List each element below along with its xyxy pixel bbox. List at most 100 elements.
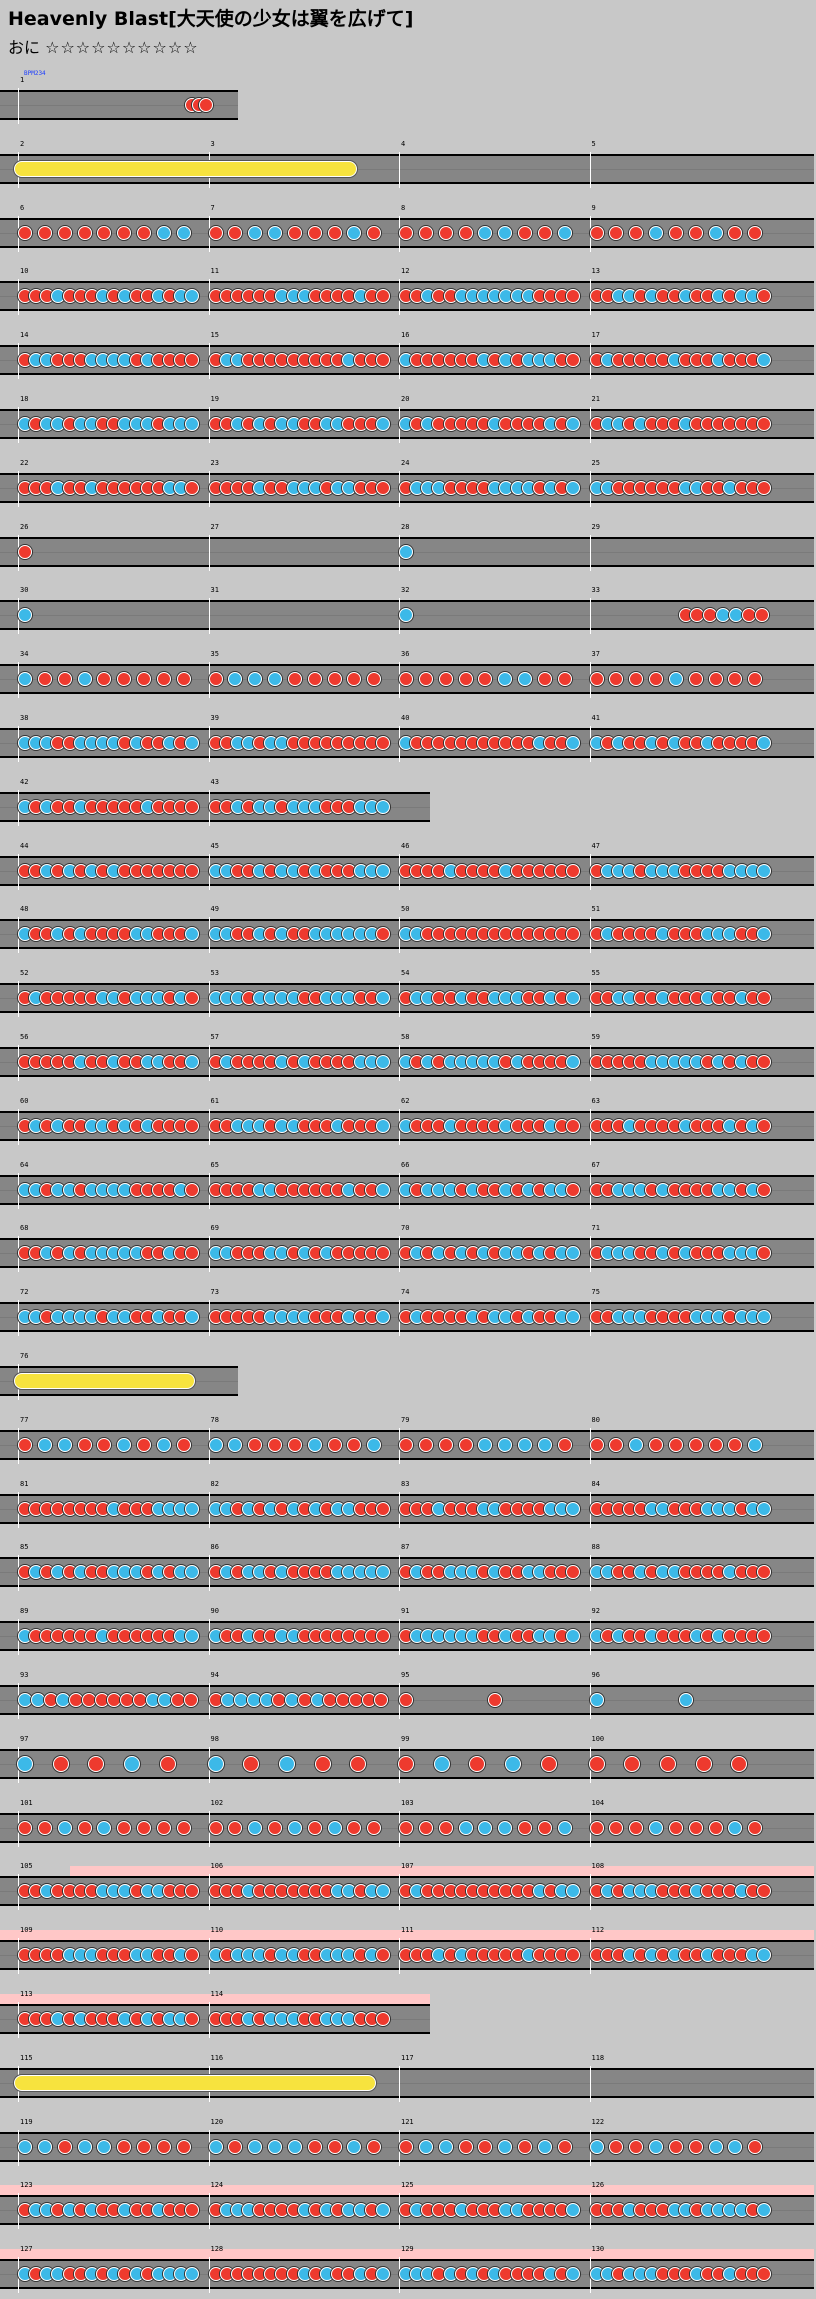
bar-number: 119 — [20, 2117, 33, 2126]
ka-note — [756, 863, 771, 878]
bar-number: 73 — [210, 1288, 219, 1297]
ka-note — [77, 2139, 92, 2154]
lane-border-bottom — [0, 564, 814, 567]
don-note — [756, 2267, 771, 2282]
don-note — [375, 2012, 390, 2026]
ka-note — [629, 1437, 644, 1452]
lane-border-bottom — [0, 500, 814, 503]
ka-note — [375, 1055, 390, 1069]
don-note — [458, 672, 473, 687]
ka-note — [30, 1693, 45, 1707]
lane-row: 77 78 79 80 — [0, 1416, 814, 1470]
don-note — [629, 225, 644, 240]
bar-number: 54 — [401, 969, 410, 978]
don-note — [228, 1820, 243, 1835]
lane-row: 42 43 — [0, 778, 430, 832]
bar-number: 51 — [591, 905, 600, 914]
lane-border-bottom — [0, 1075, 814, 1077]
bar-number: 71 — [591, 1224, 600, 1233]
don-note — [537, 1820, 552, 1835]
don-note — [748, 225, 763, 240]
lane-border-bottom — [0, 2223, 814, 2226]
don-note — [367, 2139, 382, 2154]
lane-grid — [0, 168, 814, 170]
ka-note — [18, 2139, 32, 2154]
ka-note — [285, 1693, 299, 1707]
ka-note — [208, 1437, 223, 1452]
bar-number: 43 — [210, 777, 219, 786]
ka-note — [375, 991, 390, 1006]
bar-number: 118 — [591, 2053, 605, 2062]
don-note — [418, 225, 433, 240]
bar-number: 85 — [20, 1543, 29, 1552]
ka-note — [375, 863, 390, 878]
ka-note — [678, 1693, 693, 1707]
bar-number: 28 — [401, 522, 410, 531]
bar-number: 25 — [591, 458, 600, 467]
ka-note — [728, 1820, 743, 1835]
don-note — [336, 1693, 350, 1707]
bar-number: 100 — [591, 1734, 605, 1743]
don-note — [399, 1693, 413, 1707]
don-note — [754, 608, 769, 623]
don-note — [37, 1820, 52, 1835]
don-note — [609, 1820, 624, 1835]
ka-note — [176, 225, 191, 240]
ka-note — [185, 736, 200, 750]
lane-row: 56 57 58 59 — [0, 1033, 814, 1087]
don-note — [624, 1755, 641, 1772]
don-note — [748, 1820, 763, 1835]
lane-row: 101 102 103 104 — [0, 1799, 814, 1853]
lane-row: 26 27 28 29 — [0, 523, 814, 577]
ka-note — [367, 1437, 382, 1452]
don-note — [185, 863, 200, 878]
lane-row: 81 82 83 84 — [0, 1480, 814, 1534]
lane-border-top — [0, 919, 814, 922]
bar-number: 46 — [401, 841, 410, 850]
don-note — [399, 672, 413, 687]
ka-note — [248, 225, 263, 240]
don-note — [728, 225, 743, 240]
bar-number: 49 — [210, 905, 219, 914]
don-note — [367, 1820, 382, 1835]
ka-note — [715, 608, 730, 623]
don-note — [649, 1437, 663, 1452]
don-note — [77, 225, 92, 240]
lane-border-top — [0, 791, 430, 794]
don-note — [748, 2139, 763, 2154]
bar-number: 88 — [591, 1543, 600, 1552]
don-note — [629, 672, 644, 687]
don-note — [566, 353, 581, 368]
ka-note — [498, 1820, 513, 1835]
don-note — [307, 2139, 322, 2154]
bar-number: 76 — [20, 1352, 29, 1360]
lane-row: 38 39 40 41 — [0, 714, 814, 768]
ka-note — [557, 225, 572, 240]
don-note — [566, 1182, 581, 1197]
don-note — [185, 799, 200, 814]
don-note — [756, 480, 771, 495]
don-note — [307, 1820, 322, 1835]
don-note — [589, 225, 604, 240]
ka-note — [478, 225, 493, 240]
don-note — [176, 1437, 191, 1452]
don-note — [418, 672, 433, 687]
don-note — [367, 225, 382, 240]
bar-number: 130 — [591, 2245, 605, 2254]
bar-number: 113 — [20, 1990, 33, 1998]
don-note — [609, 225, 624, 240]
don-note — [268, 1820, 282, 1835]
lane-border-top — [0, 472, 814, 475]
lane-border-bottom — [0, 1138, 814, 1141]
lane-row: 127 128 129 130 — [0, 2245, 814, 2299]
don-note — [171, 1693, 185, 1707]
lane-border-bottom — [0, 1330, 814, 1333]
bar-number: 82 — [210, 1479, 219, 1488]
bar-number: 84 — [591, 1479, 600, 1488]
don-note — [37, 672, 52, 687]
bar-number: 83 — [401, 1479, 410, 1488]
bar-number: 31 — [210, 586, 219, 595]
don-note — [588, 1755, 605, 1772]
lane-row: 109 110 111 112 — [0, 1926, 814, 1980]
bar-number: 106 — [210, 1862, 224, 1871]
